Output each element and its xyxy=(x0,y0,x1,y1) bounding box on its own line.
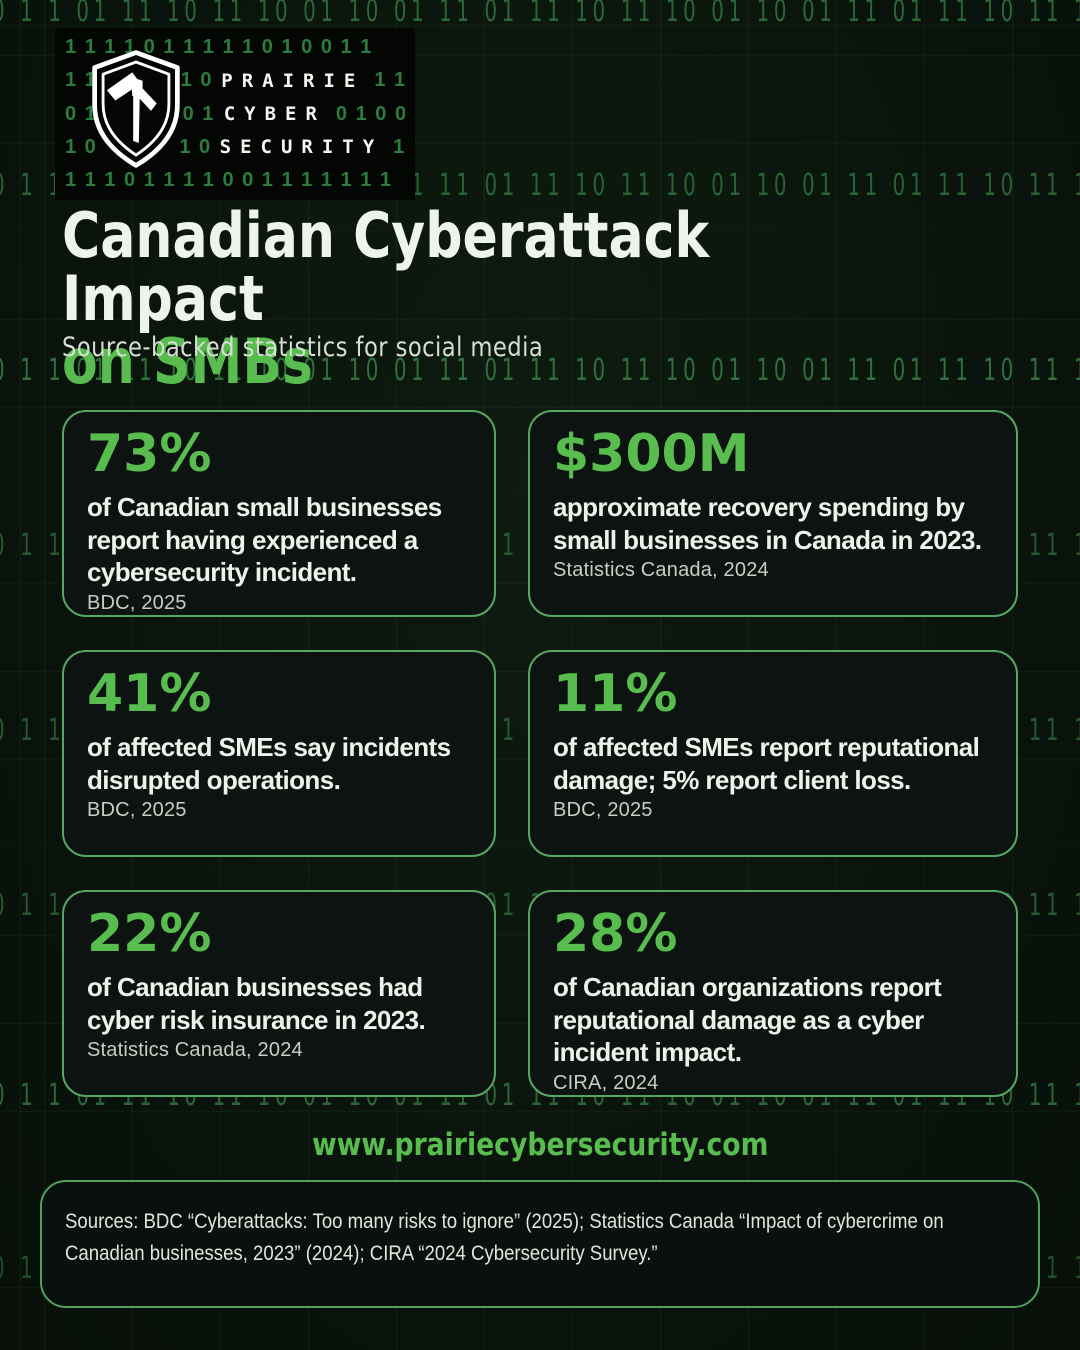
stat-description: of Canadian small businesses report havi… xyxy=(87,492,442,588)
logo-binary-fragment: 1 0 xyxy=(179,135,210,158)
stat-value: 22% xyxy=(87,904,212,964)
stat-description: of affected SMEs report reputational dam… xyxy=(553,732,980,795)
stat-description: of affected SMEs say incidents disrupted… xyxy=(87,732,451,795)
logo-line: 1 1 1 0 PRAIRIE 1 1 xyxy=(65,69,405,92)
logo-wordmark-prairie: PRAIRIE xyxy=(221,69,365,92)
stat-source: BDC, 2025 xyxy=(553,799,653,822)
logo-binary-fragment: 0 1 xyxy=(182,102,214,125)
stat-value: $300M xyxy=(553,424,750,484)
stat-source: Statistics Canada, 2024 xyxy=(553,559,769,582)
stat-source: BDC, 2025 xyxy=(87,799,187,822)
title-line-1: Canadian Cyberattack Impact xyxy=(62,199,710,335)
logo-line: 0 1 0 1 CYBER 0 1 0 0 xyxy=(65,103,405,126)
sources-text: Sources: BDC “Cyberattacks: Too many ris… xyxy=(65,1210,944,1265)
logo-line: 1 0 1 0 SECURITY 1 xyxy=(65,136,405,159)
stat-card: 73% of Canadian small businesses report … xyxy=(62,410,496,617)
stat-value: 28% xyxy=(553,904,678,964)
stat-source: Statistics Canada, 2024 xyxy=(87,1039,303,1062)
logo-wordmark-security: SECURITY xyxy=(219,136,384,159)
logo-binary-fragment: 1 0 xyxy=(180,69,212,92)
stat-source: BDC, 2025 xyxy=(87,591,187,614)
stat-card: 41% of affected SMEs say incidents disru… xyxy=(62,650,496,857)
stat-card: $300M approximate recovery spending by s… xyxy=(528,410,1018,617)
sources-box: Sources: BDC “Cyberattacks: Too many ris… xyxy=(40,1180,1040,1308)
stat-value: 41% xyxy=(87,664,212,724)
logo: 1 1 1 1 0 1 1 1 1 1 0 1 0 0 1 1 1 1 1 0 … xyxy=(55,28,415,200)
title-line-2: on SMBs xyxy=(62,325,314,398)
binary-row: 0 1 1 01 11 10 11 10 01 10 01 11 01 11 1… xyxy=(0,0,1080,29)
stat-description: approximate recovery spending by small b… xyxy=(553,492,982,555)
website-url: www.prairiecybersecurity.com xyxy=(311,1127,769,1163)
shield-grain-elevator-icon xyxy=(92,50,180,168)
stat-card: 22% of Canadian businesses had cyber ris… xyxy=(62,890,496,1097)
logo-binary-fragment: 1 0 xyxy=(65,135,98,158)
logo-binary-fragment: 0 1 xyxy=(65,102,98,125)
stat-card-grid: 73% of Canadian small businesses report … xyxy=(62,410,1018,1097)
stat-card: 11% of affected SMEs report reputational… xyxy=(528,650,1018,857)
stat-description: of Canadian businesses had cyber risk in… xyxy=(87,972,426,1035)
logo-binary-fragment: 1 xyxy=(393,135,405,158)
page-title: Canadian Cyberattack Impact on SMBs xyxy=(62,204,1080,393)
logo-binary-fragment: 1 1 xyxy=(65,69,98,92)
page-subtitle: Source-backed statistics for social medi… xyxy=(62,332,544,363)
logo-binary-fragment: 1 1 xyxy=(374,69,405,92)
logo-wordmark-cyber: CYBER xyxy=(223,103,326,125)
binary-row: 0 1 1 01 11 10 11 10 01 10 01 11 01 11 1… xyxy=(0,353,1080,388)
stat-value: 73% xyxy=(87,424,212,484)
stat-value: 11% xyxy=(553,664,678,724)
stat-source: CIRA, 2024 xyxy=(553,1071,659,1094)
stat-description: of Canadian organizations report reputat… xyxy=(553,972,942,1068)
stat-card: 28% of Canadian organizations report rep… xyxy=(528,890,1018,1097)
logo-binary-fragment: 0 1 0 0 xyxy=(335,102,405,125)
logo-binary-row: 1 1 1 0 1 1 1 1 0 0 1 1 1 1 1 1 1 xyxy=(65,169,393,191)
